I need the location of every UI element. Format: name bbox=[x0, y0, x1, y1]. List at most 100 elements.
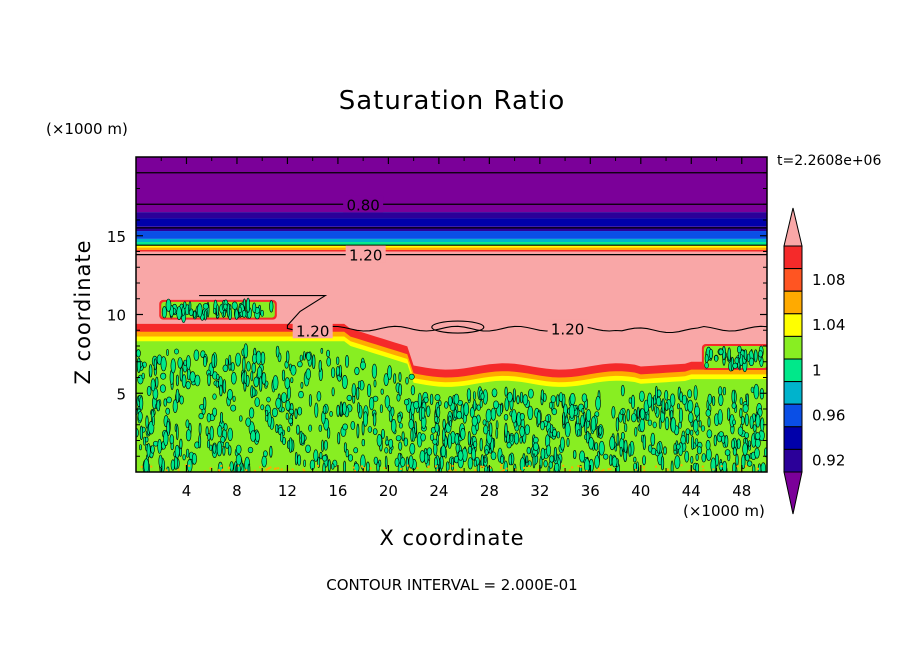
convective-cell-upper bbox=[203, 310, 207, 321]
convective-cell bbox=[754, 447, 760, 459]
convective-cell bbox=[376, 461, 380, 472]
convective-cell bbox=[206, 413, 212, 423]
speckle bbox=[361, 465, 364, 468]
speckle bbox=[689, 469, 692, 472]
convective-cell bbox=[387, 365, 392, 380]
convective-cell bbox=[547, 466, 551, 472]
convective-cell bbox=[299, 354, 303, 362]
convective-cell bbox=[159, 384, 166, 393]
speckle bbox=[585, 470, 588, 472]
convective-cell bbox=[549, 401, 553, 409]
convective-cell bbox=[701, 453, 707, 463]
convective-cell bbox=[266, 396, 271, 403]
convective-cell bbox=[687, 389, 692, 399]
convective-cell bbox=[209, 425, 214, 441]
convective-cell bbox=[280, 432, 284, 443]
convective-cell bbox=[670, 417, 677, 433]
convective-cell bbox=[260, 351, 266, 365]
convective-cell bbox=[341, 374, 348, 389]
speckle bbox=[204, 470, 207, 472]
convective-cell bbox=[376, 433, 383, 447]
convective-cell bbox=[393, 373, 397, 384]
convective-cell bbox=[398, 422, 403, 429]
convective-cell bbox=[495, 427, 499, 439]
speckle bbox=[634, 468, 637, 471]
convective-cell bbox=[254, 397, 260, 407]
convective-cell bbox=[585, 409, 592, 422]
speckle bbox=[579, 465, 582, 468]
speckle bbox=[655, 465, 657, 468]
speckle bbox=[150, 465, 153, 468]
convective-cell bbox=[423, 396, 429, 404]
convective-cell bbox=[300, 432, 305, 445]
speckle bbox=[416, 467, 419, 470]
convective-cell bbox=[595, 395, 601, 411]
convective-cell bbox=[546, 444, 551, 457]
convective-cell-upper bbox=[242, 309, 247, 318]
speckle bbox=[177, 468, 180, 471]
convective-cell bbox=[490, 407, 497, 421]
convective-cell-upper bbox=[202, 303, 209, 310]
speckle bbox=[692, 470, 695, 472]
convective-cell bbox=[235, 454, 242, 466]
convective-cell bbox=[622, 413, 626, 424]
convective-cell bbox=[639, 418, 646, 433]
convective-cell bbox=[434, 416, 439, 423]
convective-cell bbox=[383, 373, 389, 386]
band-dry-3 bbox=[136, 226, 767, 232]
convective-cell bbox=[693, 405, 700, 417]
convective-cell bbox=[207, 440, 211, 449]
convective-cell bbox=[166, 396, 172, 404]
convective-cell bbox=[336, 404, 340, 418]
convective-cell-right bbox=[708, 348, 714, 360]
convective-cell bbox=[224, 441, 230, 449]
convective-cell bbox=[300, 381, 304, 389]
speckle bbox=[489, 466, 492, 469]
band-transition-3 bbox=[136, 242, 767, 246]
colorbar-swatch bbox=[783, 245, 803, 270]
convective-cell bbox=[718, 386, 723, 396]
convective-cell bbox=[139, 425, 143, 440]
speckle bbox=[302, 468, 305, 471]
convective-cell bbox=[361, 439, 365, 447]
convective-cell bbox=[519, 436, 523, 444]
convective-cell bbox=[540, 420, 545, 431]
convective-cell bbox=[664, 389, 669, 401]
convective-cell bbox=[408, 455, 414, 469]
y-axis-unit: (×1000 m) bbox=[46, 120, 128, 138]
convective-cell bbox=[588, 436, 594, 450]
convective-cell bbox=[228, 354, 232, 366]
convective-cell bbox=[507, 391, 513, 403]
convective-cell-upper bbox=[231, 301, 238, 310]
convective-cell bbox=[639, 408, 646, 420]
convective-cell-upper bbox=[238, 306, 242, 314]
speckle bbox=[435, 465, 438, 468]
y-tick-label: 15 bbox=[107, 228, 126, 246]
convective-cell bbox=[160, 356, 167, 372]
convective-cell bbox=[739, 408, 743, 419]
convective-cell bbox=[227, 389, 233, 401]
colorbar-swatch bbox=[783, 426, 803, 450]
x-axis-unit: (×1000 m) bbox=[683, 502, 765, 520]
convective-cell bbox=[636, 406, 640, 419]
x-axis-label: X coordinate bbox=[379, 526, 525, 550]
speckle bbox=[454, 469, 457, 472]
convective-cell bbox=[511, 409, 517, 424]
convective-cell bbox=[442, 418, 446, 430]
speckle bbox=[680, 464, 683, 467]
convective-cell bbox=[506, 441, 512, 449]
convective-cell bbox=[525, 455, 529, 464]
speckle bbox=[712, 468, 715, 471]
convective-cell bbox=[732, 447, 737, 456]
x-tick-label: 24 bbox=[429, 482, 448, 500]
convective-cell bbox=[463, 402, 470, 417]
convective-cell bbox=[522, 394, 528, 406]
convective-cell bbox=[581, 393, 588, 403]
convective-cell bbox=[556, 431, 560, 439]
convective-cell bbox=[353, 447, 359, 454]
convective-cell bbox=[639, 390, 645, 402]
convective-cell bbox=[742, 442, 748, 456]
speckle bbox=[667, 468, 669, 471]
